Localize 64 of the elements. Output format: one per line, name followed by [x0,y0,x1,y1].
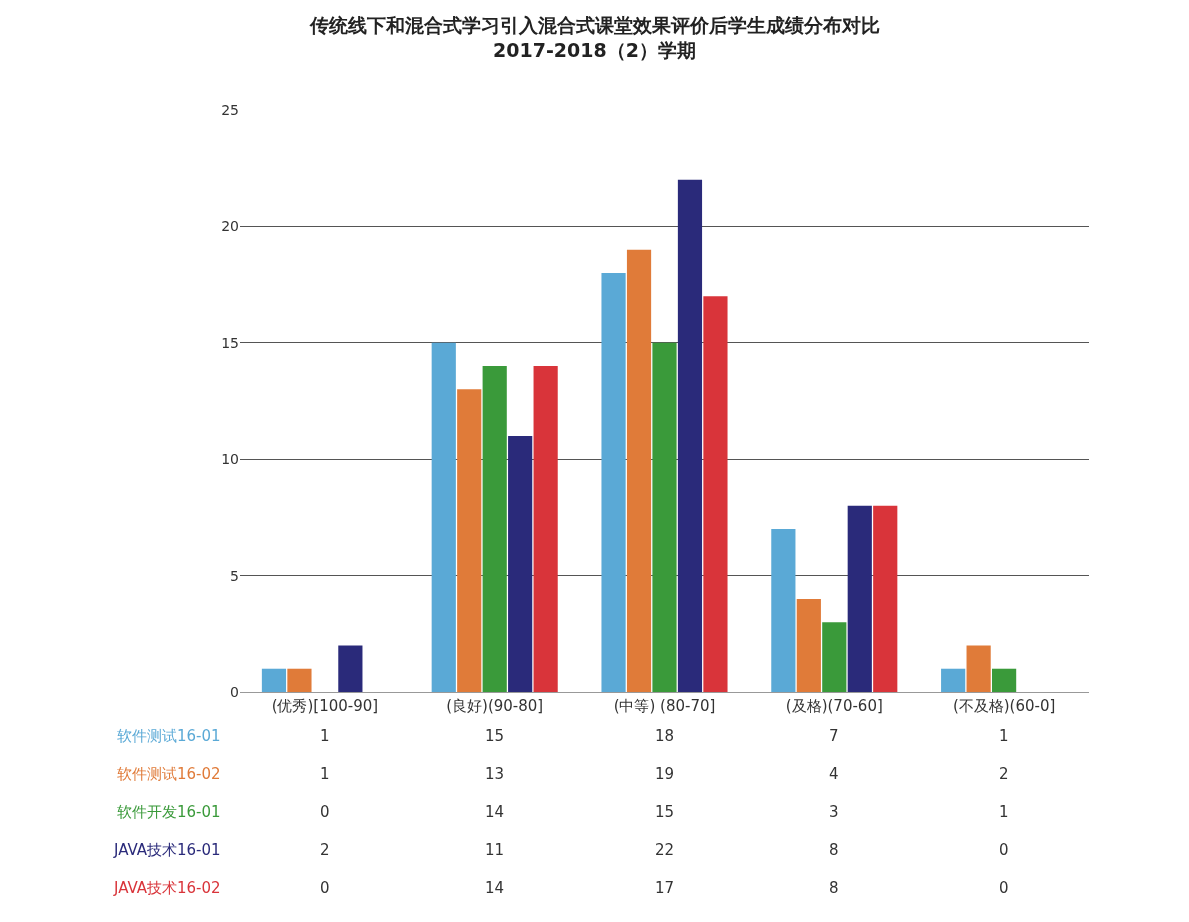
data-label: 17 [655,879,675,897]
y-tick-label: 20 [221,218,239,235]
bar [771,529,796,692]
y-tick-label: 0 [230,683,239,700]
x-tick-label: (中等) (80-70] [613,697,716,715]
bar [508,435,533,692]
x-tick-label: (及格)(70-60] [785,697,883,715]
data-label: 13 [485,765,505,783]
bar [847,505,872,692]
data-label: 18 [655,727,675,745]
data-label: 22 [655,841,675,859]
data-label: 1 [999,803,1009,821]
bar [533,366,558,692]
bar [261,668,287,692]
bar [457,389,482,692]
data-label: 15 [485,727,505,745]
bar [287,668,312,692]
data-label: 14 [485,803,505,821]
data-label: 19 [655,765,675,783]
x-tick-label: (优秀)[100-90] [271,697,379,715]
chart-subtitle: 2017-2018（2）学期 [493,38,696,61]
data-label: 7 [829,727,839,745]
bar [796,598,821,692]
bar [941,668,966,692]
data-label: 4 [829,765,839,783]
bar [652,342,677,692]
text: JAVA技术16-02 [113,879,221,897]
text: 软件测试16-02 [117,765,221,783]
y-tick-label: 25 [221,101,239,118]
data-label: 15 [655,803,675,821]
bar [992,668,1017,692]
chart-title: 传统线下和混合式学习引入混合式课堂效果评价后学生成绩分布对比 [308,14,880,37]
data-label: 8 [829,879,839,897]
data-label: 1 [320,765,330,783]
bar [677,179,703,692]
text: 软件开发16-01 [117,803,221,821]
data-label: 0 [320,879,330,897]
x-tick-label: (良好)(90-80] [446,697,544,715]
x-tick-label: (不及格)(60-0] [952,697,1056,715]
bar [431,342,456,692]
data-label: 14 [485,879,505,897]
data-label: 0 [999,879,1009,897]
bar [822,622,847,692]
data-label: 2 [320,841,330,859]
data-label: 0 [320,803,330,821]
y-tick-label: 10 [221,451,239,468]
bar [601,272,626,692]
bar [482,366,507,692]
data-label: 1 [999,727,1009,745]
bar [626,249,652,692]
bar [703,296,728,692]
y-tick-label: 15 [221,334,239,351]
data-label: 3 [829,803,839,821]
data-label: 1 [320,727,330,745]
text: JAVA技术16-01 [113,841,221,859]
bar [338,645,363,692]
bar [873,505,898,692]
text: 软件测试16-01 [117,727,221,745]
data-label: 11 [485,841,505,859]
data-label: 2 [999,765,1009,783]
data-label: 0 [999,841,1009,859]
bar [966,645,991,692]
data-label: 8 [829,841,839,859]
y-tick-label: 5 [230,567,239,584]
